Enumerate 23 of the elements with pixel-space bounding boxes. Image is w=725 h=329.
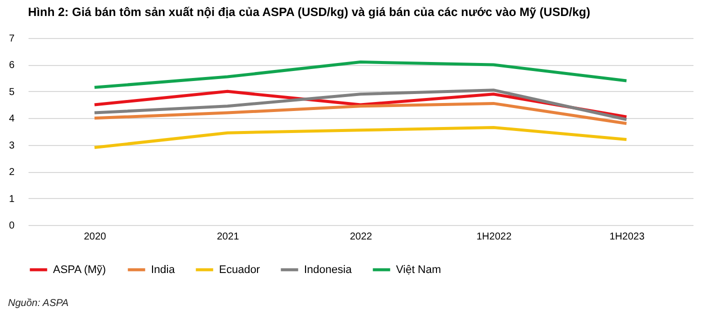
y-tick-label: 7 (8, 34, 15, 44)
y-tick-label: 3 (8, 140, 15, 152)
x-tick-label: 2021 (216, 232, 240, 242)
legend-label: Indonesia (304, 264, 353, 276)
y-tick-label: 4 (8, 114, 15, 125)
y-tick-label: 1 (8, 194, 15, 205)
x-tick-label: 2022 (350, 232, 373, 242)
y-tick-label: 6 (8, 60, 15, 72)
y-tick-label: 2 (8, 167, 15, 178)
legend-label: ASPA (Mỹ) (53, 264, 106, 276)
legend-label: Ecuador (219, 264, 260, 276)
x-tick-label: 1H2022 (476, 232, 512, 242)
text: Nguồn: ASPA (8, 298, 70, 309)
legend-label: Việt Nam (396, 264, 442, 276)
y-tick-label: 5 (8, 86, 15, 98)
chart-title: Hình 2: Giá bán tôm sản xuất nội địa của ASPA (USD/kg) và giá bán của các nước vào Mỹ (USD/kg) (28, 5, 590, 19)
y-tick-label: 0 (8, 220, 15, 232)
line-series (93, 126, 628, 150)
x-tick-label: 1H2023 (609, 232, 645, 242)
line-series (93, 60, 628, 89)
line-series (93, 102, 628, 125)
legend-label: India (151, 264, 176, 276)
x-tick-label: 2020 (84, 232, 107, 242)
